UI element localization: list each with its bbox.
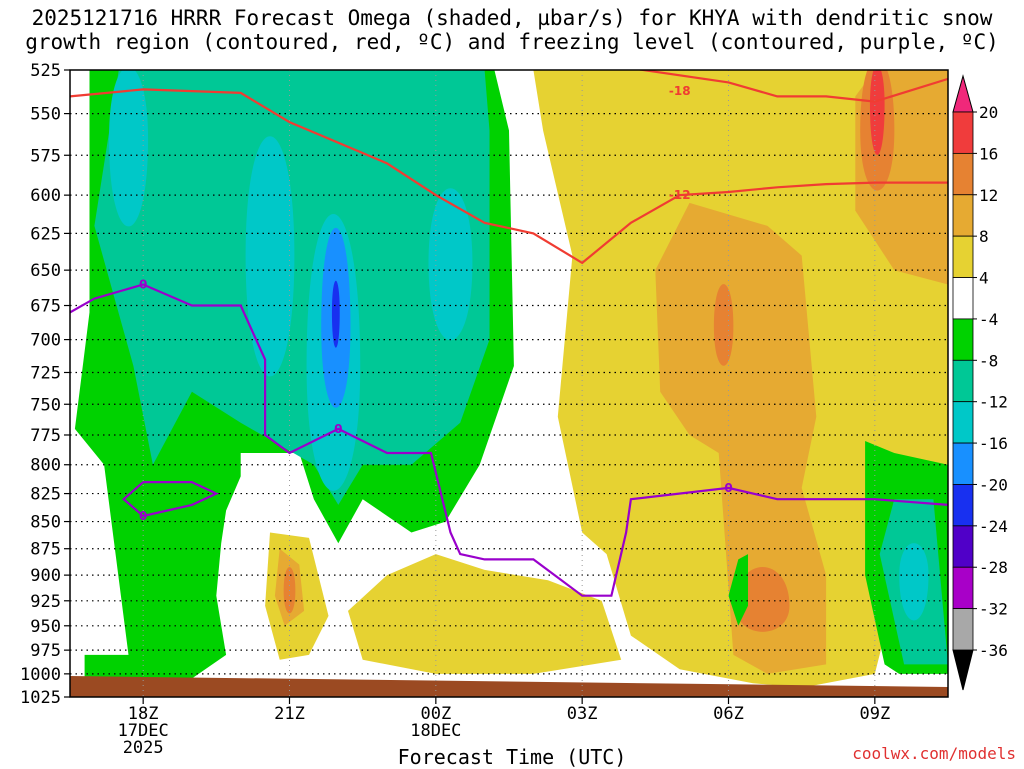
chart-title: 2025121716 HRRR Forecast Omega (shaded, … [0,6,1024,54]
freezing-level-contour [70,283,948,597]
plot-frame [69,69,949,698]
colorbar-label-4: 4 [979,269,989,288]
y-tick-label-775: 775 [30,426,61,446]
freezing-label-a: 0 [139,277,147,291]
colorbar-segment [952,442,974,485]
contour-lines [70,70,948,597]
colorbar-label-20: 20 [979,103,998,122]
omega-region-neg16-neg12-a [109,70,149,227]
y-tick-label-800: 800 [30,456,61,476]
contour-labels: -18 -12 0 0 0 0 [139,84,733,523]
omega-shading [70,70,948,697]
colorbar-segment [952,484,974,527]
chart-title-line-2: growth region (contoured, red, ºC) and f… [25,30,999,54]
omega-region-neg24-neg20 [331,280,340,348]
y-tick-label-825: 825 [30,485,61,505]
colorbar-label-16: 16 [979,144,998,163]
omega-region-neg8-neg4-b [728,554,748,626]
y-tick-label-725: 725 [30,363,61,383]
y-tick-label-575: 575 [30,146,61,166]
y-tick-label-625: 625 [30,224,61,244]
y-tick-label-700: 700 [30,331,61,351]
colorbar-segment [952,235,974,278]
colorbar-label--32: -32 [979,600,1008,619]
x-tick-label: 00Z [420,704,451,724]
x-axis-label: Forecast Time (UTC) [397,745,627,769]
omega-region-16-20 [869,70,885,155]
y-tick-label-950: 950 [30,617,61,637]
omega-region-12-16-a [713,284,734,366]
y-tick-label-525: 525 [30,61,61,81]
chart-title-line-1: 2025121716 HRRR Forecast Omega (shaded, … [31,6,993,30]
colorbar-under-triangle [952,649,974,691]
colorbar-segment [952,152,974,196]
omega-region-4-8-low [348,554,622,674]
y-tick-label-750: 750 [30,395,61,415]
x-tick-label: 2025 [123,738,164,758]
credit-link[interactable]: coolwx.com/models [852,744,1016,763]
colorbar-label--20: -20 [979,475,1008,494]
colorbar: 20 16 12 8 4 -4 -8 -12 -16 -20 -24 -28 -32 -36 [952,74,1008,691]
colorbar-label--8: -8 [979,351,998,370]
colorbar-segment [952,277,974,320]
omega-region-12-16-b [735,567,790,632]
colorbar-segment [952,194,974,237]
y-axis: 525 550 575 600 625 650 675 700 725 750 775 800 825 8… [20,61,70,708]
y-tick-label-925: 925 [30,592,61,612]
y-tick-label-900: 900 [30,566,61,586]
x-tick-label: 21Z [274,704,305,724]
x-tick-label: 17DEC [118,721,169,741]
y-tick-label-1025: 1025 [20,688,61,708]
x-tick-label: 18Z [128,704,159,724]
y-tick-label-675: 675 [30,297,61,317]
x-tick-label: 18DEC [410,721,461,741]
colorbar-segment [952,359,974,403]
y-tick-label-850: 850 [30,513,61,533]
colorbar-label-8: 8 [979,227,989,246]
omega-region-neg16-neg12-d [428,188,473,341]
colorbar-segment [952,318,974,361]
dgz-contour-neg18 [70,88,948,265]
colorbar-segment [952,566,974,610]
y-tick-label-1000: 1000 [20,665,61,685]
y-tick-label-600: 600 [30,186,61,206]
colorbar-label--16: -16 [979,434,1008,453]
dgz-label-neg18: -18 [669,84,691,98]
ground-surface [70,676,948,697]
freezing-label-d: 0 [139,509,147,523]
y-tick-label-875: 875 [30,540,61,560]
y-tick-label-650: 650 [30,261,61,281]
colorbar-segment [952,111,974,154]
y-tick-label-550: 550 [30,105,61,125]
colorbar-label--28: -28 [979,558,1008,577]
dgz-label-neg12: -12 [669,188,691,202]
colorbar-label-12: 12 [979,186,998,205]
x-tick-label: 03Z [567,704,598,724]
freezing-label-b: 0 [334,422,342,436]
omega-region-neg16-neg12-b [245,136,295,377]
colorbar-segment [952,525,974,568]
grid-lines [70,70,948,697]
y-tick-label-975: 975 [30,641,61,661]
freezing-level-contour-loop [122,481,219,518]
colorbar-label--12: -12 [979,393,1008,412]
colorbar-segment [952,401,974,444]
colorbar-segment [952,608,974,651]
colorbar-label--4: -4 [979,310,998,329]
x-tick-label: 09Z [859,704,890,724]
x-tick-label: 06Z [713,704,744,724]
omega-region-8-12 [655,202,827,674]
colorbar-over-triangle [952,74,974,113]
dgz-contour-neg12 [635,70,948,103]
colorbar-label--36: -36 [979,641,1008,660]
freezing-label-c: 0 [724,481,732,495]
colorbar-label--24: -24 [979,517,1008,536]
